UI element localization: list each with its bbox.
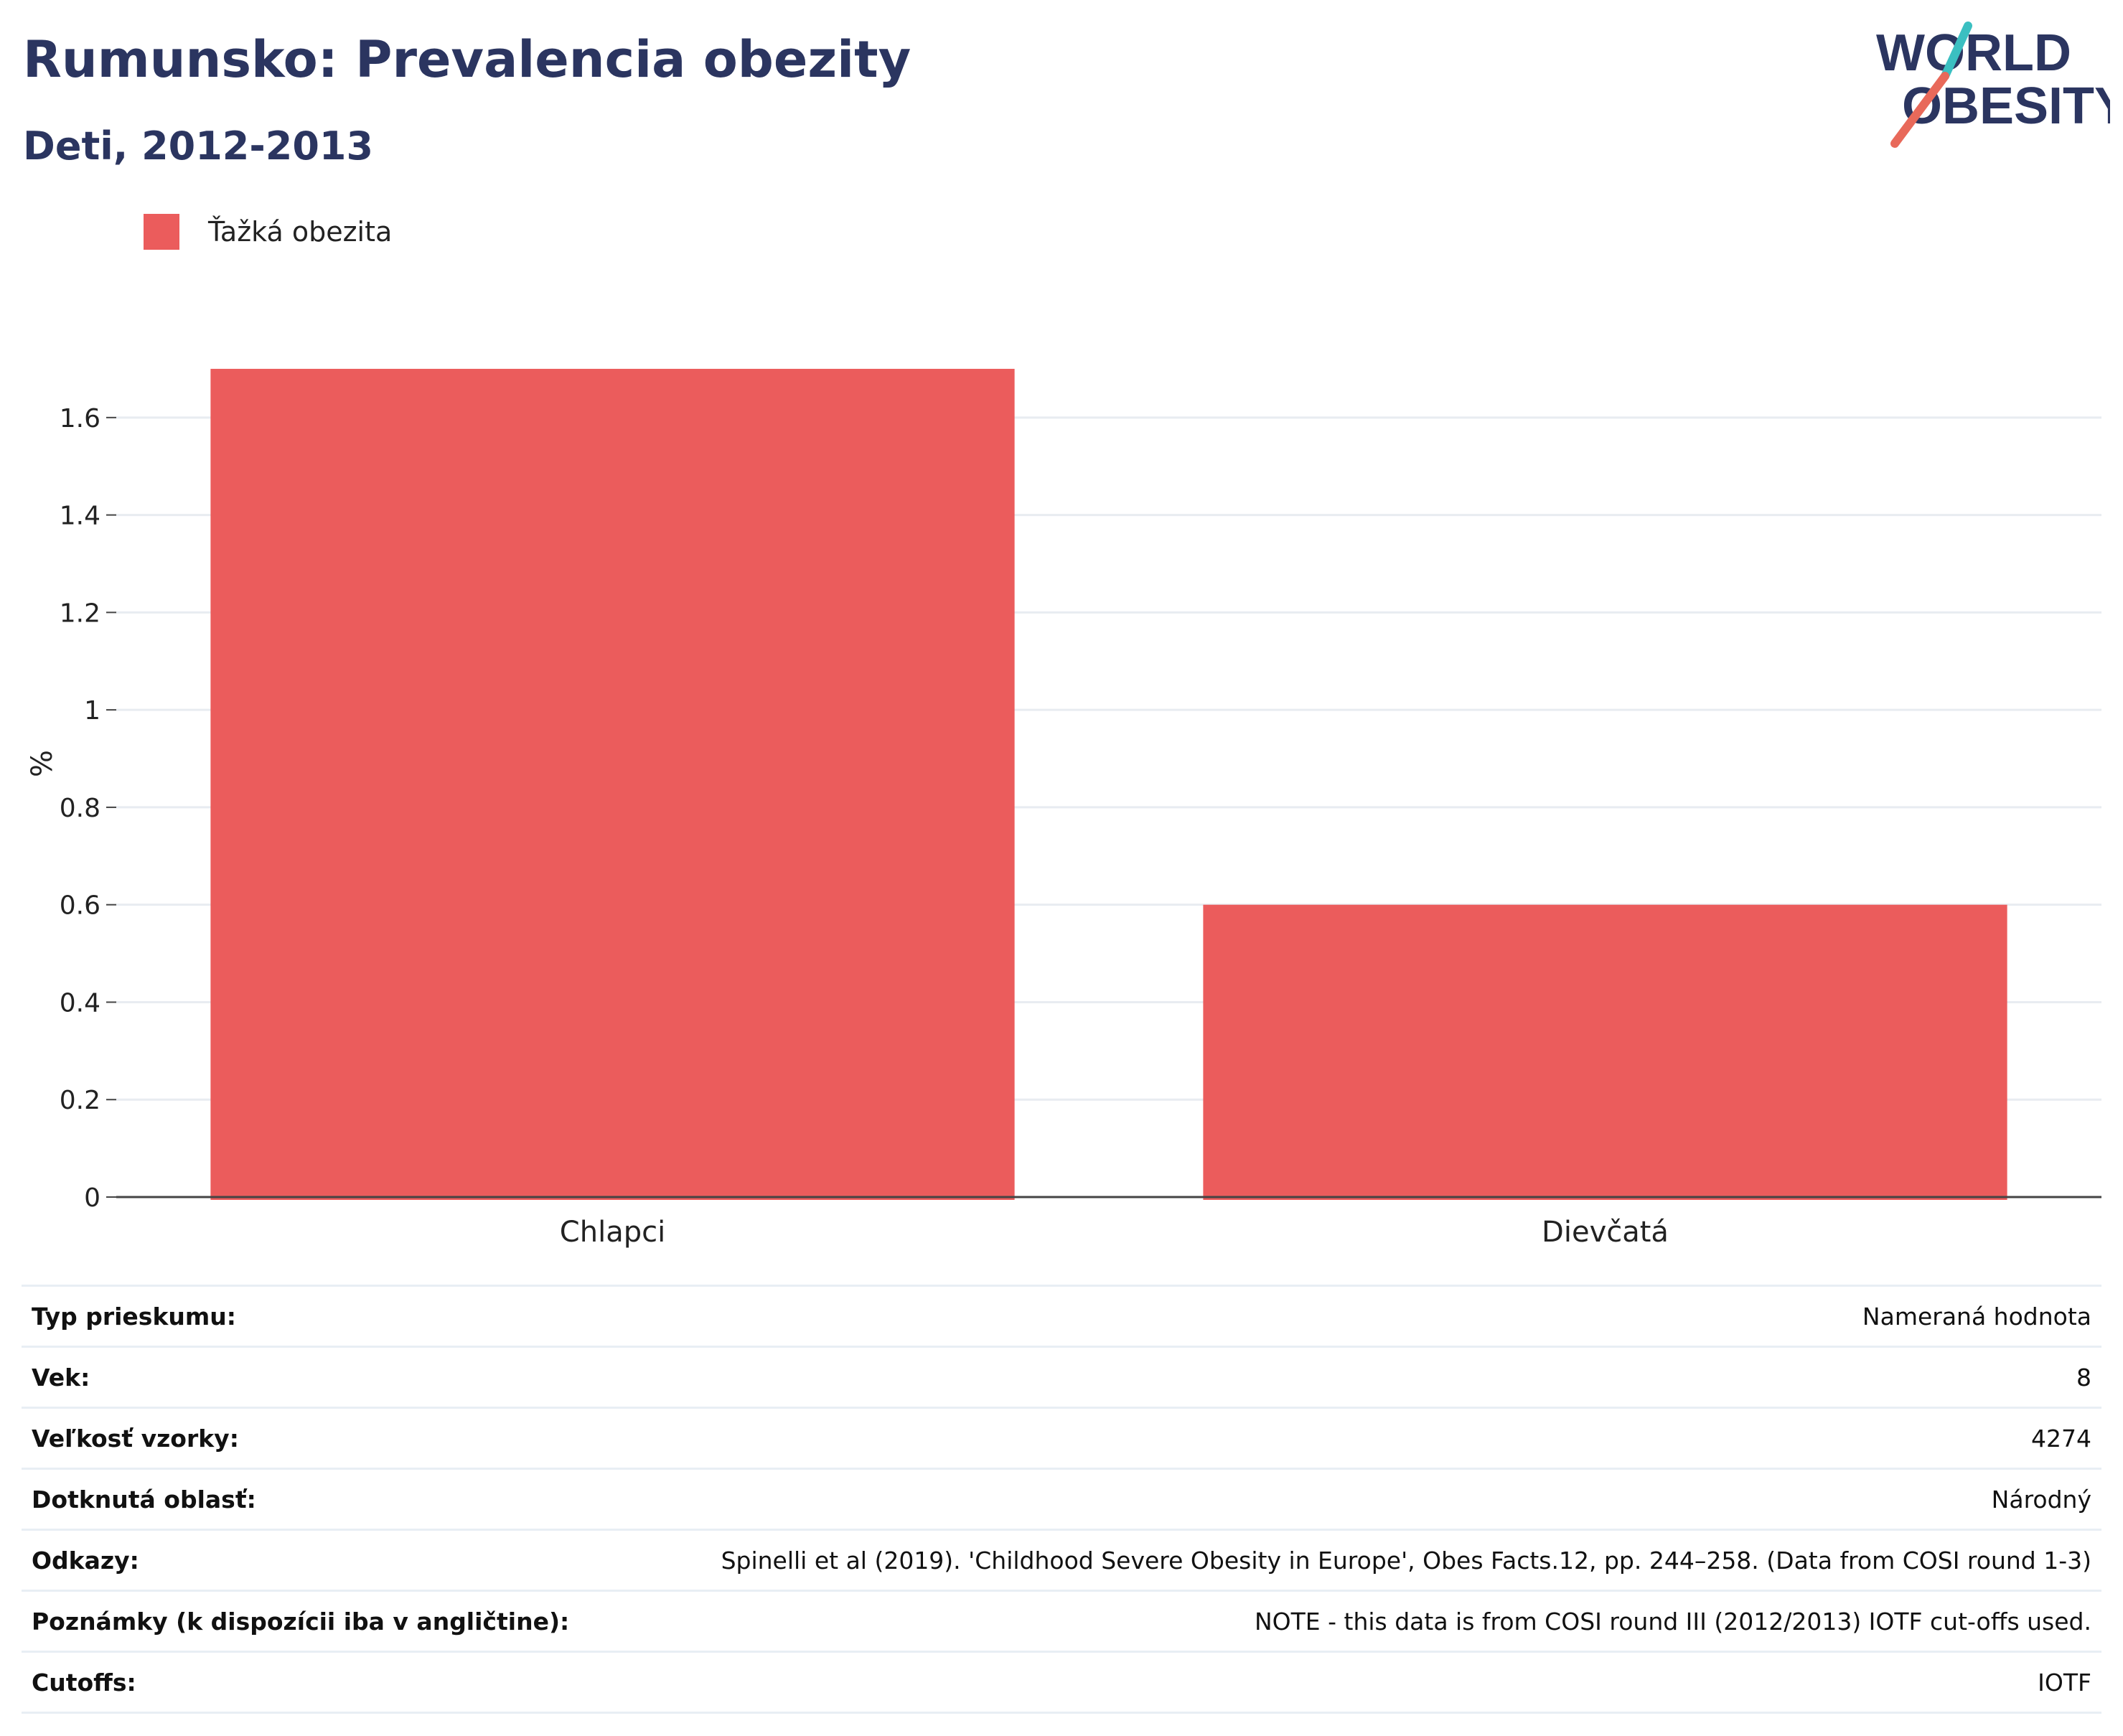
y-axis-label: %	[26, 750, 59, 777]
info-value: 4274	[617, 1407, 2101, 1469]
y-tick-label: 1.2	[60, 599, 100, 628]
page-title: Rumunsko: Prevalencia obezity	[23, 30, 911, 89]
page-subtitle: Deti, 2012-2013	[23, 123, 374, 169]
info-row: Poznámky (k dispozícii iba v angličtine)…	[22, 1590, 2101, 1652]
bar-chart: 0 0.2 0.4 0.6 0.8 1 1.2 1.4 1.6% Chlapci Dievčatá	[26, 368, 2101, 1249]
y-tick-label: 1.4	[60, 502, 100, 531]
info-row: Typ prieskumu: Nameraná hodnota	[22, 1285, 2101, 1347]
info-value: IOTF	[617, 1651, 2101, 1714]
info-row: Veľkosť vzorky: 4274	[22, 1407, 2101, 1469]
bar	[210, 368, 1015, 1200]
info-table: Typ prieskumu: Nameraná hodnota Vek: 8 Veľko…	[22, 1285, 2101, 1714]
legend: Ťažká obezita	[144, 214, 392, 250]
y-tick-label: 1.6	[60, 404, 100, 433]
world-obesity-logo: WORLD OBESITY	[1876, 22, 2110, 148]
y-tick-label: 0.2	[60, 1086, 100, 1115]
info-row: Odkazy: Spinelli et al (2019). 'Childhood…	[22, 1529, 2101, 1591]
info-row: Dotknutá oblasť: Národný	[22, 1468, 2101, 1530]
bar	[1203, 904, 2007, 1200]
info-value: Spinelli et al (2019). 'Childhood Severe…	[617, 1529, 2101, 1591]
info-value: NOTE - this data is from COSI round III …	[617, 1590, 2101, 1652]
y-tick-label: 0	[84, 1183, 100, 1213]
info-key: Odkazy:	[22, 1529, 617, 1591]
info-key: Cutoffs:	[22, 1651, 617, 1714]
legend-swatch	[144, 214, 179, 250]
info-value: Nameraná hodnota	[617, 1285, 2101, 1347]
info-key: Vek:	[22, 1346, 617, 1408]
info-row: Cutoffs: IOTF	[22, 1651, 2101, 1714]
legend-label: Ťažká obezita	[208, 216, 393, 248]
y-tick-label: 1	[84, 696, 100, 726]
y-tick-label: 0.8	[60, 794, 100, 823]
y-tick-label: 0.6	[60, 891, 100, 921]
logo-slash-coral	[1890, 72, 1949, 148]
x-category-label: Chlapci	[560, 1216, 665, 1249]
info-value: 8	[617, 1346, 2101, 1408]
info-key: Typ prieskumu:	[22, 1285, 617, 1347]
y-tick-label: 0.4	[60, 988, 100, 1018]
info-key: Poznámky (k dispozícii iba v angličtine)…	[22, 1590, 617, 1652]
x-category-label: Dievčatá	[1542, 1216, 1669, 1249]
logo-line-1: WORLD	[1876, 24, 2071, 82]
info-row: Vek: 8	[22, 1346, 2101, 1408]
info-key: Veľkosť vzorky:	[22, 1407, 617, 1469]
info-key: Dotknutá oblasť:	[22, 1468, 617, 1530]
info-value: Národný	[617, 1468, 2101, 1530]
logo-slash-teal	[1941, 22, 1972, 80]
